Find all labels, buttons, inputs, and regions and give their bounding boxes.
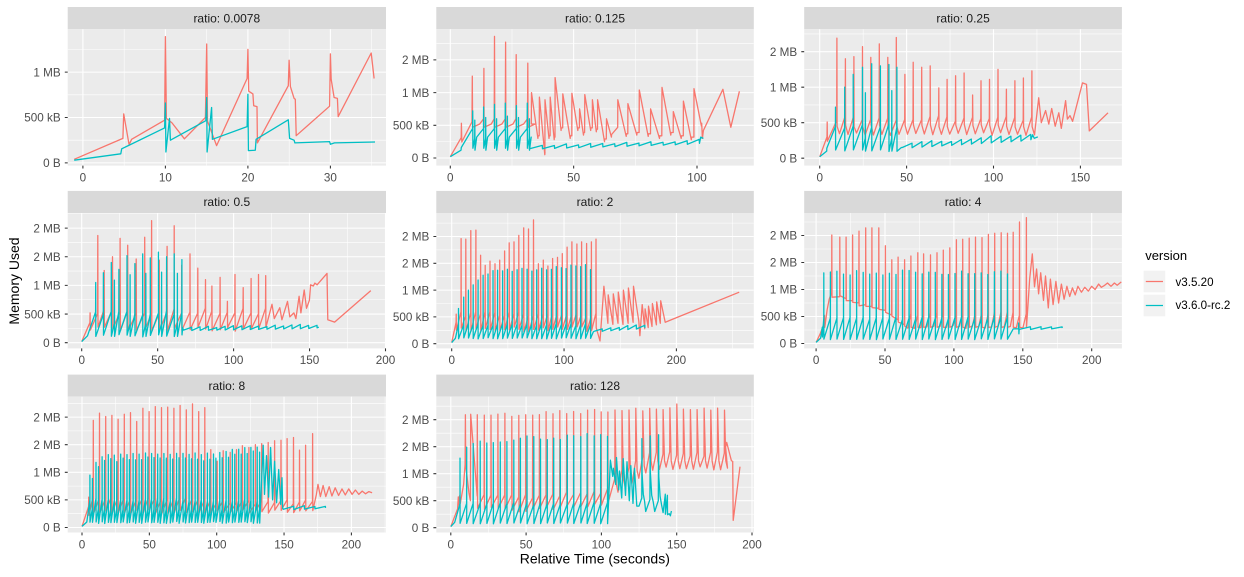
svg-text:0: 0	[447, 171, 454, 184]
svg-text:150: 150	[667, 538, 687, 551]
svg-text:200: 200	[342, 538, 362, 551]
svg-text:0: 0	[816, 171, 823, 184]
svg-text:Memory Used: Memory Used	[6, 237, 22, 324]
svg-text:1 MB: 1 MB	[402, 87, 429, 100]
svg-text:2 MB: 2 MB	[402, 258, 429, 271]
svg-text:2 MB: 2 MB	[402, 231, 429, 244]
svg-text:2 MB: 2 MB	[33, 411, 60, 424]
svg-text:50: 50	[567, 171, 581, 184]
svg-text:ratio: 0.25: ratio: 0.25	[936, 11, 990, 25]
svg-text:2 MB: 2 MB	[770, 257, 797, 270]
svg-text:0: 0	[79, 538, 86, 551]
svg-text:ratio: 4: ratio: 4	[945, 195, 982, 209]
svg-text:0 B: 0 B	[780, 338, 798, 351]
svg-text:200: 200	[667, 354, 687, 367]
svg-text:ratio: 128: ratio: 128	[570, 379, 620, 393]
svg-text:2 MB: 2 MB	[402, 441, 429, 454]
svg-text:v3.5.20: v3.5.20	[1176, 276, 1214, 289]
svg-text:ratio: 2: ratio: 2	[577, 195, 614, 209]
svg-text:0 B: 0 B	[43, 337, 61, 350]
svg-text:0 B: 0 B	[780, 152, 798, 165]
svg-text:500 kB: 500 kB	[393, 120, 430, 133]
svg-text:50: 50	[151, 354, 165, 367]
svg-text:1 MB: 1 MB	[33, 467, 60, 480]
svg-text:20: 20	[241, 171, 255, 184]
svg-text:500 kB: 500 kB	[393, 311, 430, 324]
svg-text:150: 150	[1071, 171, 1091, 184]
svg-text:50: 50	[878, 354, 892, 367]
svg-text:v3.6.0-rc.2: v3.6.0-rc.2	[1176, 299, 1231, 312]
svg-text:ratio: 0.125: ratio: 0.125	[565, 11, 625, 25]
svg-text:2 MB: 2 MB	[33, 251, 60, 264]
svg-text:2 MB: 2 MB	[33, 222, 60, 235]
svg-text:50: 50	[900, 171, 914, 184]
svg-text:50: 50	[520, 538, 534, 551]
svg-text:1 MB: 1 MB	[33, 66, 60, 79]
svg-text:0 B: 0 B	[43, 522, 61, 535]
svg-text:500 kB: 500 kB	[24, 494, 61, 507]
svg-text:1 MB: 1 MB	[402, 468, 429, 481]
svg-text:500 kB: 500 kB	[393, 495, 430, 508]
svg-text:2 MB: 2 MB	[402, 54, 429, 67]
svg-text:100: 100	[207, 538, 227, 551]
svg-text:500 kB: 500 kB	[761, 117, 798, 130]
svg-text:0: 0	[813, 354, 820, 367]
svg-text:150: 150	[300, 354, 320, 367]
svg-text:500 kB: 500 kB	[24, 308, 61, 321]
svg-text:100: 100	[687, 171, 707, 184]
svg-text:100: 100	[944, 354, 964, 367]
svg-text:30: 30	[324, 171, 338, 184]
svg-text:ratio: 8: ratio: 8	[208, 379, 245, 393]
svg-text:0: 0	[448, 538, 455, 551]
svg-text:2 MB: 2 MB	[770, 46, 797, 59]
svg-text:200: 200	[376, 354, 396, 367]
svg-text:0 B: 0 B	[412, 522, 430, 535]
svg-text:2 MB: 2 MB	[402, 414, 429, 427]
svg-text:150: 150	[274, 538, 294, 551]
svg-text:0: 0	[80, 171, 87, 184]
svg-text:0 B: 0 B	[43, 157, 61, 170]
svg-text:ratio: 0.5: ratio: 0.5	[203, 195, 250, 209]
svg-text:version: version	[1145, 248, 1187, 263]
svg-text:0 B: 0 B	[412, 338, 430, 351]
svg-text:100: 100	[224, 354, 244, 367]
svg-text:200: 200	[1082, 354, 1102, 367]
svg-text:100: 100	[984, 171, 1004, 184]
svg-text:0: 0	[78, 354, 85, 367]
svg-text:150: 150	[1013, 354, 1033, 367]
svg-text:ratio: 0.0078: ratio: 0.0078	[193, 11, 260, 25]
svg-text:1 MB: 1 MB	[33, 280, 60, 293]
svg-text:10: 10	[159, 171, 173, 184]
svg-text:100: 100	[554, 354, 574, 367]
svg-text:50: 50	[143, 538, 157, 551]
svg-text:Relative Time (seconds): Relative Time (seconds)	[520, 551, 670, 567]
svg-text:200: 200	[742, 538, 762, 551]
svg-text:2 MB: 2 MB	[770, 230, 797, 243]
svg-text:100: 100	[592, 538, 612, 551]
svg-text:500 kB: 500 kB	[761, 311, 798, 324]
svg-text:500 kB: 500 kB	[24, 112, 61, 125]
svg-text:1 MB: 1 MB	[770, 284, 797, 297]
svg-text:0: 0	[448, 354, 455, 367]
svg-text:1 MB: 1 MB	[770, 81, 797, 94]
svg-text:2 MB: 2 MB	[33, 439, 60, 452]
svg-text:1 MB: 1 MB	[402, 284, 429, 297]
svg-text:0 B: 0 B	[412, 152, 430, 165]
